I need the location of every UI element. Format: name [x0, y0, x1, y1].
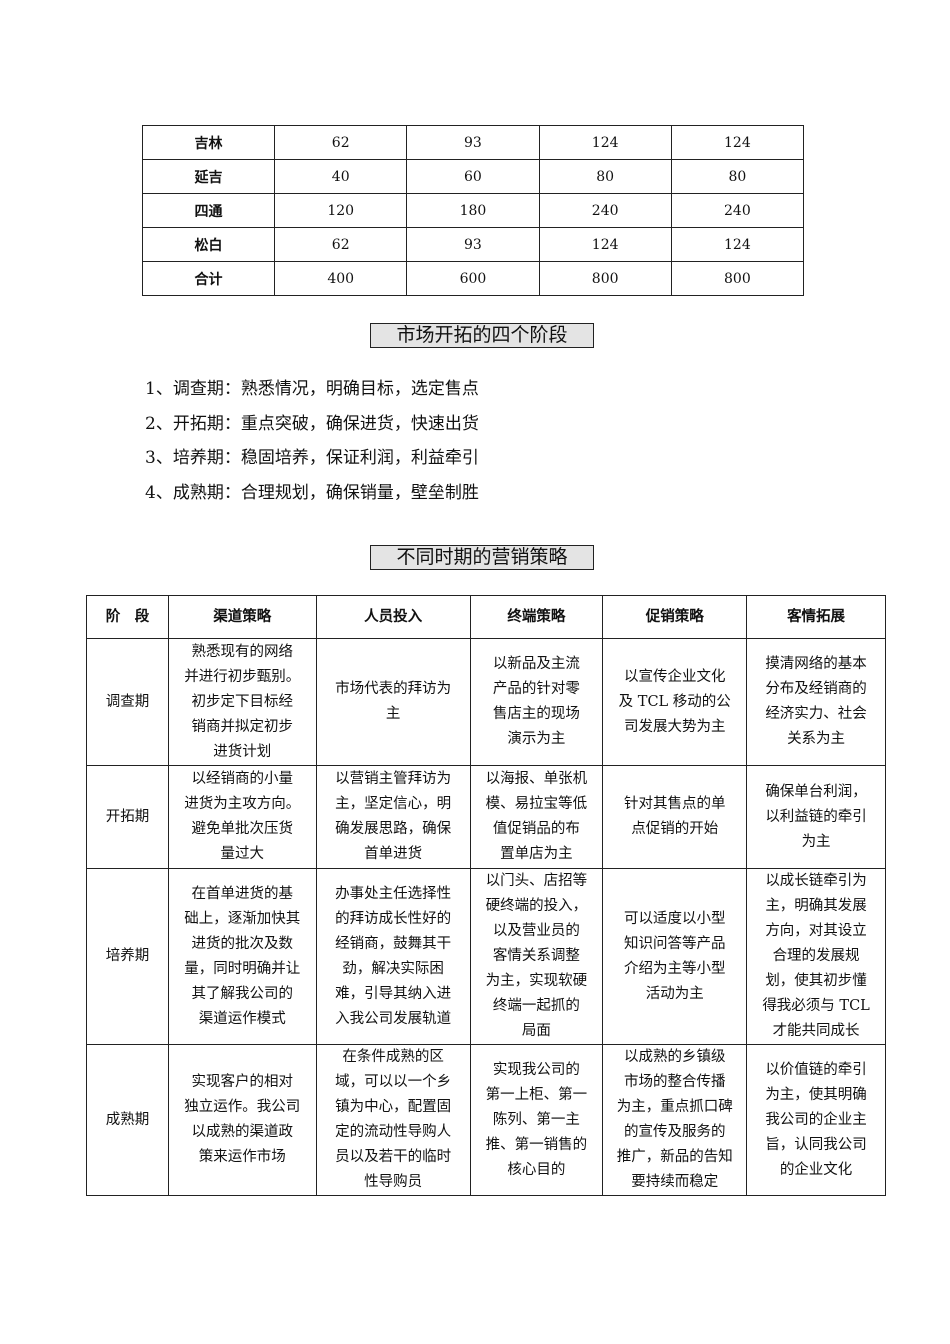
value-cell: 180	[406, 193, 540, 228]
region-cell: 四通	[141, 193, 276, 228]
table-row: 延吉 40 60 80 80	[141, 159, 805, 194]
strategy-cell: 实现客户的相对 独立运作。我公司 以成熟的渠道政 策来运作市场	[167, 1044, 317, 1196]
strategy-cell: 市场代表的拜访为 主	[315, 638, 471, 766]
stage-cell: 培养期	[86, 868, 169, 1045]
value-cell: 240	[670, 193, 805, 228]
strategy-cell: 以价值链的牵引 为主，使其明确 我公司的企业主 旨，认同我公司 的企业文化	[746, 1044, 886, 1196]
value-cell: 93	[406, 227, 540, 262]
value-cell: 80	[670, 159, 805, 194]
table-row: 合计 400 600 800 800	[141, 261, 805, 296]
strategy-cell: 办事处主任选择性 的拜访成长性好的 经销商，鼓舞其干 劲，解决实际困 难，引导其…	[315, 868, 471, 1045]
value-cell: 80	[538, 159, 672, 194]
strategy-cell: 在条件成熟的区 域，可以以一个乡 镇为中心，配置固 定的流动性导购人 员以及若干…	[315, 1044, 471, 1196]
stage-cell: 调查期	[86, 638, 169, 766]
table-row: 培养期 在首单进货的基 础上，逐渐加快其 进货的批次及数 量，同时明确并让 其了解…	[86, 868, 886, 1045]
column-header: 终端策略	[469, 595, 604, 639]
stage-cell: 开拓期	[86, 765, 169, 869]
value-cell: 124	[538, 227, 672, 262]
strategy-cell: 以门头、店招等 硬终端的投入， 以及营业员的 客情关系调整 为主，实现软硬 终端…	[469, 868, 604, 1045]
column-header: 促销策略	[602, 595, 748, 639]
value-cell: 62	[274, 227, 408, 262]
table-header-row: 阶 段渠道策略 人员投入 终端策略 促销策略 客情拓展	[86, 595, 886, 639]
strategy-cell: 可以适度以小型 知识问答等产品 介绍为主等小型 活动为主	[602, 868, 748, 1045]
table-row: 成熟期 实现客户的相对 独立运作。我公司 以成熟的渠道政 策来运作市场 在条件成熟的…	[86, 1044, 886, 1196]
section-title-four-stages: 市场开拓的四个阶段	[370, 323, 594, 348]
list-item: 4、成熟期：合理规划，确保销量，壁垒制胜	[145, 482, 479, 503]
value-cell: 40	[274, 159, 408, 194]
strategy-table: 阶 段渠道策略 人员投入 终端策略 促销策略 客情拓展 调查期 熟悉现有的网络 并进行初步…	[86, 595, 886, 1196]
stages-list: 1、调查期：熟悉情况，明确目标，选定售点 2、开拓期：重点突破，确保进货，快速出…	[145, 372, 479, 510]
region-cell: 延吉	[141, 159, 276, 194]
column-header: 人员投入	[315, 595, 471, 639]
strategy-cell: 以宣传企业文化 及 TCL 移动的公 司发展大势为主	[602, 638, 748, 766]
region-cell: 合计	[141, 261, 276, 296]
strategy-cell: 以成熟的乡镇级 市场的整合传播 为主，重点抓口碑 的宣传及服务的 推广，新品的告…	[602, 1044, 748, 1196]
value-cell: 400	[274, 261, 408, 296]
value-cell: 124	[670, 227, 805, 262]
region-cell: 吉林	[141, 125, 276, 160]
list-item: 3、培养期：稳固培养，保证利润，利益牵引	[145, 448, 479, 468]
value-cell: 800	[670, 261, 805, 296]
column-header: 客情拓展	[746, 595, 886, 639]
value-cell: 124	[670, 125, 805, 160]
table-row: 开拓期 以经销商的小量 进货为主攻方向。 避免单批次压货 量过大 以营销主管拜访为 …	[86, 765, 886, 869]
column-header: 渠道策略	[167, 595, 317, 639]
table-row: 吉林 62 93 124 124	[141, 125, 805, 160]
strategy-cell: 以经销商的小量 进货为主攻方向。 避免单批次压货 量过大	[167, 765, 317, 869]
strategy-cell: 在首单进货的基 础上，逐渐加快其 进货的批次及数 量，同时明确并让 其了解我公司…	[167, 868, 317, 1045]
value-cell: 600	[406, 261, 540, 296]
sales-table: 吉林 62 93 124 124 延吉 40 60 80 80 四通 120 180 240 240 松白 62…	[141, 125, 805, 296]
strategy-cell: 实现我公司的 第一上柜、第一 陈列、第一主 推、第一销售的 核心目的	[469, 1044, 604, 1196]
strategy-cell: 以海报、单张机 模、易拉宝等低 值促销品的布 置单店为主	[469, 765, 604, 869]
stage-cell: 成熟期	[86, 1044, 169, 1196]
value-cell: 800	[538, 261, 672, 296]
value-cell: 60	[406, 159, 540, 194]
strategy-cell: 以成长链牵引为 主，明确其发展 方向，对其设立 合理的发展规 划，使其初步懂 得…	[746, 868, 886, 1045]
value-cell: 124	[538, 125, 672, 160]
list-item: 2、开拓期：重点突破，确保进货，快速出货	[145, 413, 479, 434]
column-header: 阶 段	[86, 595, 169, 639]
strategy-cell: 摸清网络的基本 分布及经销商的 经济实力、社会 关系为主	[746, 638, 886, 766]
strategy-cell: 以新品及主流 产品的针对零 售店主的现场 演示为主	[469, 638, 604, 766]
strategy-cell: 确保单台利润， 以利益链的牵引 为主	[746, 765, 886, 869]
strategy-cell: 以营销主管拜访为 主，坚定信心，明 确发展思路，确保 首单进货	[315, 765, 471, 869]
value-cell: 62	[274, 125, 408, 160]
section-title-strategies: 不同时期的营销策略	[370, 545, 594, 570]
table-row: 调查期 熟悉现有的网络 并进行初步甄别。 初步定下目标经 销商并拟定初步 进货计划…	[86, 638, 886, 766]
strategy-cell: 熟悉现有的网络 并进行初步甄别。 初步定下目标经 销商并拟定初步 进货计划	[167, 638, 317, 766]
value-cell: 93	[406, 125, 540, 160]
list-item: 1、调查期：熟悉情况，明确目标，选定售点	[145, 379, 479, 399]
strategy-cell: 针对其售点的单 点促销的开始	[602, 765, 748, 869]
value-cell: 120	[274, 193, 408, 228]
value-cell: 240	[538, 193, 672, 228]
table-row: 四通 120 180 240 240	[141, 193, 805, 228]
table-row: 松白 62 93 124 124	[141, 227, 805, 262]
region-cell: 松白	[141, 227, 276, 262]
